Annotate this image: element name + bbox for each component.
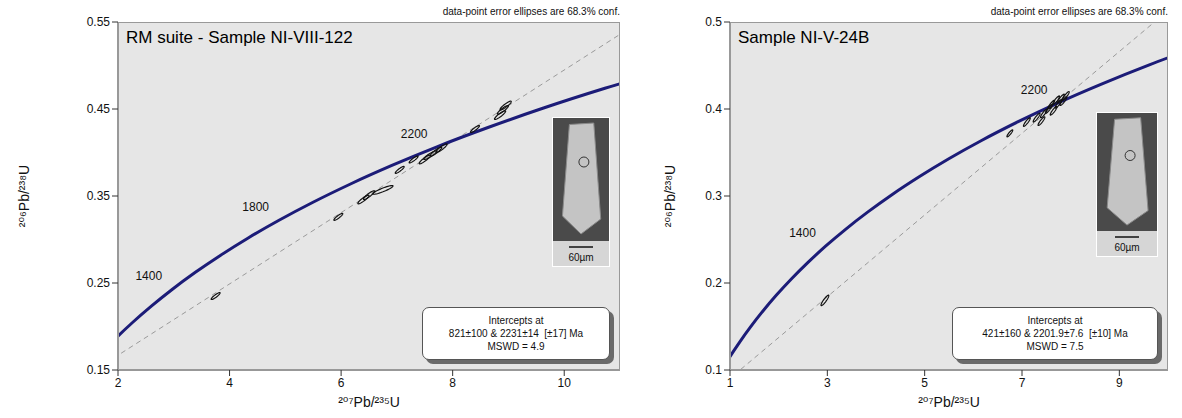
svg-text:1800: 1800	[242, 200, 269, 214]
html-text:Intercepts at: Intercepts at	[1027, 315, 1083, 326]
svg-text:60µm: 60µm	[568, 252, 593, 263]
svg-text:7: 7	[1019, 376, 1026, 390]
html-text:data-point error ellipses are: data-point error ellipses are 68.3% conf…	[442, 6, 620, 17]
svg-text:4: 4	[226, 376, 233, 390]
svg-text:2200: 2200	[401, 127, 428, 141]
svg-text:0.25: 0.25	[87, 276, 111, 290]
html-text:²⁰⁷Pb/²³⁵U: ²⁰⁷Pb/²³⁵U	[918, 394, 980, 410]
svg-text:0.2: 0.2	[705, 276, 722, 290]
svg-text:0.5: 0.5	[705, 15, 722, 29]
svg-text:6: 6	[338, 376, 345, 390]
svg-text:3: 3	[824, 376, 831, 390]
svg-text:1: 1	[727, 376, 734, 390]
svg-text:0.1: 0.1	[705, 363, 722, 377]
svg-text:0.15: 0.15	[87, 363, 111, 377]
svg-text:0.3: 0.3	[705, 189, 722, 203]
svg-text:8: 8	[449, 376, 456, 390]
svg-text:10: 10	[558, 376, 572, 390]
svg-text:1400: 1400	[789, 226, 816, 240]
svg-text:9: 9	[1116, 376, 1123, 390]
svg-text:2200: 2200	[1021, 83, 1048, 97]
html-text:Sample NI-V-24B: Sample NI-V-24B	[738, 28, 870, 47]
svg-text:0.35: 0.35	[87, 189, 111, 203]
html-text:MSWD = 7.5: MSWD = 7.5	[1026, 341, 1084, 352]
svg-text:0.45: 0.45	[87, 102, 111, 116]
html-text:Intercepts at: Intercepts at	[488, 315, 544, 326]
html-text:421±160 & 2201.9±7.6 [±10] Ma: 421±160 & 2201.9±7.6 [±10] Ma	[982, 328, 1128, 339]
html-text:²⁰⁶Pb/²³⁸U: ²⁰⁶Pb/²³⁸U	[16, 164, 32, 228]
svg-text:0.4: 0.4	[705, 102, 722, 116]
svg-text:1400: 1400	[135, 269, 162, 283]
html-text:²⁰⁶Pb/²³⁸U: ²⁰⁶Pb/²³⁸U	[662, 164, 678, 228]
svg-text:5: 5	[921, 376, 928, 390]
html-text:821±100 & 2231±14 [±17] Ma: 821±100 & 2231±14 [±17] Ma	[448, 328, 584, 339]
html-text:MSWD = 4.9: MSWD = 4.9	[487, 341, 545, 352]
svg-text:2: 2	[115, 376, 122, 390]
html-text:²⁰⁷Pb/²³⁵U: ²⁰⁷Pb/²³⁵U	[338, 394, 400, 410]
html-text:data-point error ellipses are: data-point error ellipses are 68.3% conf…	[990, 6, 1168, 17]
svg-text:0.55: 0.55	[87, 15, 111, 29]
html-text:RM suite - Sample NI-VIII-122: RM suite - Sample NI-VIII-122	[126, 28, 353, 47]
svg-text:60µm: 60µm	[1114, 242, 1139, 253]
